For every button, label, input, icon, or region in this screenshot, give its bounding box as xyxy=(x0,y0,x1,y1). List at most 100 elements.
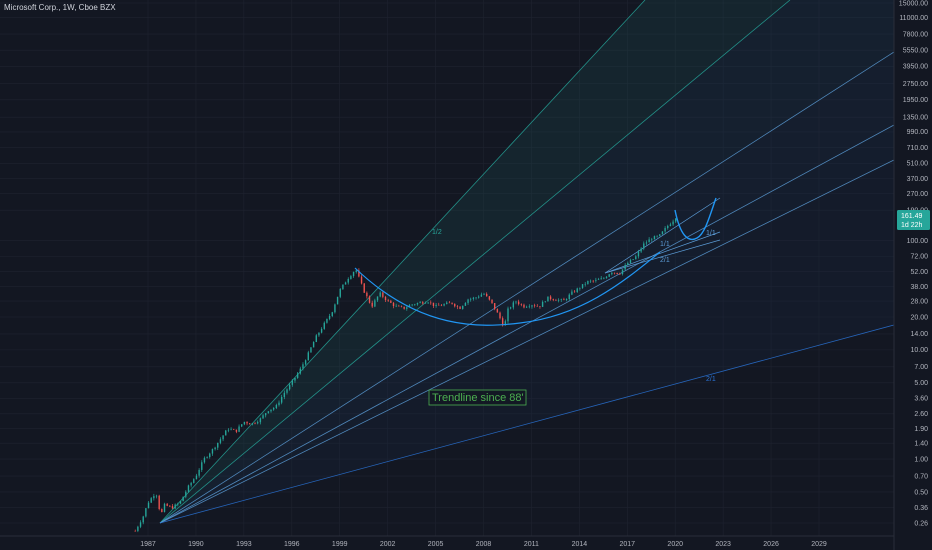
price-tick-label: 270.00 xyxy=(907,191,929,198)
candle-body xyxy=(645,242,648,244)
price-tick-label: 20.00 xyxy=(910,314,928,321)
candle-body xyxy=(272,408,275,410)
price-tick-label: 15000.00 xyxy=(899,0,928,7)
fan-ratio-label: 2/1 xyxy=(706,376,716,383)
candle-body xyxy=(555,300,557,301)
price-tick-label: 0.26 xyxy=(914,520,928,527)
candle-body xyxy=(201,462,203,470)
time-tick-label: 2026 xyxy=(763,541,779,548)
annotation-box[interactable] xyxy=(428,389,527,406)
candle-body xyxy=(198,469,200,476)
candle-body xyxy=(326,318,328,323)
candle-body xyxy=(643,243,645,249)
candle-body xyxy=(539,306,541,307)
candle-body xyxy=(219,439,222,443)
candle-body xyxy=(171,506,174,509)
fan-ray-2x1[interactable] xyxy=(159,159,895,524)
candle-body xyxy=(246,421,248,424)
candle-body xyxy=(249,423,251,425)
candle-body xyxy=(459,306,461,309)
candle-body xyxy=(597,279,600,280)
rounding-bottom-arc[interactable] xyxy=(354,251,661,326)
candle-body xyxy=(203,457,206,463)
candle-body xyxy=(430,302,432,304)
candle-body xyxy=(414,304,416,305)
candle-body xyxy=(605,276,608,279)
price-axis[interactable] xyxy=(894,0,932,550)
candle-body xyxy=(403,306,405,309)
candle-body xyxy=(422,302,424,304)
candle-body xyxy=(254,423,256,424)
candle-body xyxy=(576,288,578,293)
candle-body xyxy=(366,292,368,297)
candle-body xyxy=(217,442,219,448)
candle-body xyxy=(259,418,262,423)
fan-ray-flat[interactable] xyxy=(159,324,895,524)
candle-body xyxy=(528,306,530,308)
candle-body xyxy=(358,270,360,277)
candle-body xyxy=(579,288,581,289)
candle-body xyxy=(392,302,395,307)
candle-body xyxy=(592,280,594,282)
price-tick-label: 710.00 xyxy=(907,145,929,152)
price-tick-label: 1.90 xyxy=(914,426,928,433)
candle-body xyxy=(139,522,142,527)
candle-body xyxy=(507,308,509,322)
candle-body xyxy=(225,430,227,436)
candle-body xyxy=(283,392,286,397)
candle-body xyxy=(456,306,459,307)
candle-body xyxy=(195,475,198,480)
fan-ray-steep[interactable] xyxy=(159,0,646,524)
candle-body xyxy=(491,299,493,303)
fan-ray-1x2[interactable] xyxy=(159,0,791,524)
candle-body xyxy=(488,296,491,300)
price-tick-label: 5.00 xyxy=(914,380,928,387)
candle-body xyxy=(387,300,389,301)
candle-body xyxy=(371,302,373,307)
fan-ray-1x1[interactable] xyxy=(159,124,895,524)
recent-fan-ray[interactable] xyxy=(604,231,721,274)
candle-body xyxy=(512,302,515,308)
current-price-badge: 161.49 1d 22h xyxy=(897,210,930,230)
time-tick-label: 2005 xyxy=(428,541,444,548)
candle-body xyxy=(464,302,467,306)
candle-body xyxy=(222,435,224,440)
candle-body xyxy=(179,501,182,504)
price-tick-label: 0.50 xyxy=(914,489,928,496)
candle-body xyxy=(312,342,315,348)
time-tick-label: 2023 xyxy=(715,541,731,548)
candle-body xyxy=(382,292,384,297)
candle-body xyxy=(174,504,176,509)
candle-body xyxy=(286,389,288,393)
candle-body xyxy=(384,296,387,301)
candle-body xyxy=(251,423,254,425)
time-tick-label: 2020 xyxy=(667,541,683,548)
candle-body xyxy=(637,251,640,257)
trendline-annotation[interactable]: Trendline since 88' xyxy=(428,389,527,406)
candle-body xyxy=(496,309,499,313)
candle-body xyxy=(472,297,475,299)
candle-body xyxy=(608,274,610,277)
candle-body xyxy=(288,384,291,390)
candle-body xyxy=(227,429,230,431)
fan-ratio-label: 1/1 xyxy=(706,230,716,237)
fan-ray-1x1-upper[interactable] xyxy=(159,51,895,524)
candle-body xyxy=(470,298,472,300)
recent-fan-ray[interactable] xyxy=(604,197,721,274)
candle-body xyxy=(267,411,270,414)
candle-body xyxy=(443,304,445,306)
projection-arc[interactable] xyxy=(674,197,717,240)
recent-fan-ray[interactable] xyxy=(604,239,721,274)
candle-body xyxy=(342,284,344,289)
time-tick-label: 1987 xyxy=(140,541,156,548)
time-axis[interactable] xyxy=(0,536,932,550)
candle-body xyxy=(531,305,533,307)
candle-body xyxy=(299,368,302,374)
candle-body xyxy=(339,288,341,297)
candle-body xyxy=(241,424,243,427)
price-tick-label: 38.00 xyxy=(910,284,928,291)
candle-body xyxy=(571,291,573,295)
candle-body xyxy=(424,302,427,304)
